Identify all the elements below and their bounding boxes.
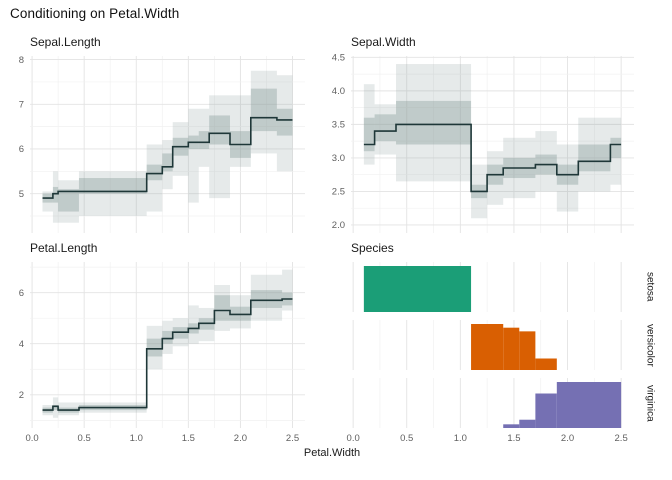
uncertainty-band-outer: [230, 295, 251, 329]
histogram-bar: [556, 382, 622, 428]
panel-title-species: Species: [351, 241, 394, 255]
uncertainty-band-inner: [276, 108, 293, 136]
histogram-bar: [503, 424, 520, 428]
x-tick-label: 0.0: [25, 433, 38, 444]
uncertainty-band-outer: [214, 284, 230, 331]
uncertainty-band-inner: [52, 186, 59, 203]
histogram-bar: [519, 331, 536, 370]
median-step-line: [42, 116, 293, 199]
uncertainty-band-inner: [146, 164, 163, 181]
uncertainty-band-inner: [198, 131, 210, 149]
uncertainty-band-outer: [78, 171, 147, 217]
uncertainty-band-outer: [162, 140, 173, 190]
uncertainty-band-outer: [487, 151, 504, 205]
histogram-bar: [519, 419, 536, 428]
y-tick-label: 2.5: [332, 187, 345, 198]
uncertainty-band-outer: [396, 64, 472, 182]
y-tick-label: 3.0: [332, 153, 345, 164]
median-step-line: [363, 123, 622, 193]
panel-title-petal-length: Petal.Length: [30, 241, 98, 255]
uncertainty-band-outer: [146, 144, 163, 212]
uncertainty-band-inner: [78, 178, 147, 194]
uncertainty-band-inner: [209, 115, 230, 145]
uncertainty-band-outer: [282, 269, 293, 311]
uncertainty-band-inner: [374, 114, 397, 142]
uncertainty-band-outer: [188, 305, 199, 344]
figure-title: Conditioning on Petal.Width: [10, 6, 180, 21]
y-tick-label: 6: [19, 144, 24, 155]
uncertainty-band-inner: [162, 153, 173, 172]
y-tick-label: 2: [19, 390, 24, 401]
y-tick-label: 7: [19, 99, 24, 110]
uncertainty-band-outer: [578, 117, 611, 192]
x-tick-label: 1.0: [130, 433, 143, 444]
y-tick-label: 2.0: [332, 220, 345, 231]
uncertainty-band-outer: [172, 122, 189, 176]
x-tick-label: 1.5: [182, 433, 195, 444]
uncertainty-band-inner: [214, 295, 230, 321]
uncertainty-band-outer: [42, 191, 53, 212]
uncertainty-band-inner: [146, 338, 163, 357]
y-tick-label: 4.0: [332, 86, 345, 97]
facet-label-versicolor: versicolor: [644, 323, 656, 367]
uncertainty-band-outer: [52, 397, 59, 418]
uncertainty-band-outer: [610, 117, 622, 185]
x-tick-label: 1.5: [507, 433, 520, 444]
panel-title-sepal-width: Sepal.Width: [351, 35, 416, 49]
x-tick-label: 2.5: [286, 433, 299, 444]
uncertainty-band-inner: [58, 189, 79, 212]
y-tick-label: 4: [19, 339, 24, 350]
y-tick-label: 4.5: [332, 53, 345, 64]
uncertainty-band-inner: [578, 144, 611, 172]
histogram-bar: [535, 393, 557, 428]
uncertainty-band-inner: [610, 137, 622, 158]
uncertainty-band-outer: [52, 171, 59, 223]
uncertainty-band-inner: [52, 405, 59, 411]
x-tick-label: 1.0: [454, 433, 467, 444]
uncertainty-band-outer: [363, 84, 375, 165]
uncertainty-band-outer: [374, 104, 397, 155]
y-tick-label: 6: [19, 288, 24, 299]
uncertainty-band-outer: [276, 75, 293, 172]
histogram-bar: [471, 324, 504, 370]
histogram-bar: [535, 358, 557, 370]
x-axis-title: Petal.Width: [303, 447, 361, 459]
y-tick-label: 3.5: [332, 120, 345, 131]
facet-label-virginica: virginica: [644, 384, 656, 422]
uncertainty-band-outer: [535, 131, 557, 192]
uncertainty-band-outer: [230, 95, 251, 167]
x-tick-label: 2.5: [615, 433, 628, 444]
x-tick-label: 0.5: [78, 433, 91, 444]
facet-label-setosa: setosa: [644, 272, 656, 302]
uncertainty-band-outer: [209, 95, 230, 199]
uncertainty-band-inner: [396, 100, 472, 145]
uncertainty-band-outer: [58, 402, 79, 416]
uncertainty-band-outer: [556, 144, 579, 212]
panel-title-sepal-length: Sepal.Length: [30, 35, 101, 49]
uncertainty-band-outer: [198, 307, 215, 342]
y-tick-label: 8: [19, 55, 24, 66]
median-step-line: [42, 298, 293, 411]
uncertainty-band-inner: [250, 88, 277, 132]
x-tick-label: 2.0: [561, 433, 574, 444]
x-tick-label: 2.0: [234, 433, 247, 444]
uncertainty-band-inner: [162, 330, 173, 344]
uncertainty-band-outer: [250, 70, 277, 154]
histogram-bar: [363, 266, 472, 312]
y-tick-label: 5: [19, 189, 24, 200]
uncertainty-band-outer: [198, 108, 210, 167]
uncertainty-band-outer: [188, 108, 199, 203]
x-tick-label: 0.5: [400, 433, 413, 444]
histogram-bar: [503, 327, 520, 370]
x-tick-label: 0.0: [347, 433, 360, 444]
uncertainty-band-inner: [363, 117, 375, 152]
uncertainty-band-outer: [146, 325, 163, 370]
uncertainty-band-inner: [250, 290, 283, 308]
uncertainty-band-outer: [162, 320, 173, 354]
uncertainty-band-outer: [250, 274, 283, 321]
